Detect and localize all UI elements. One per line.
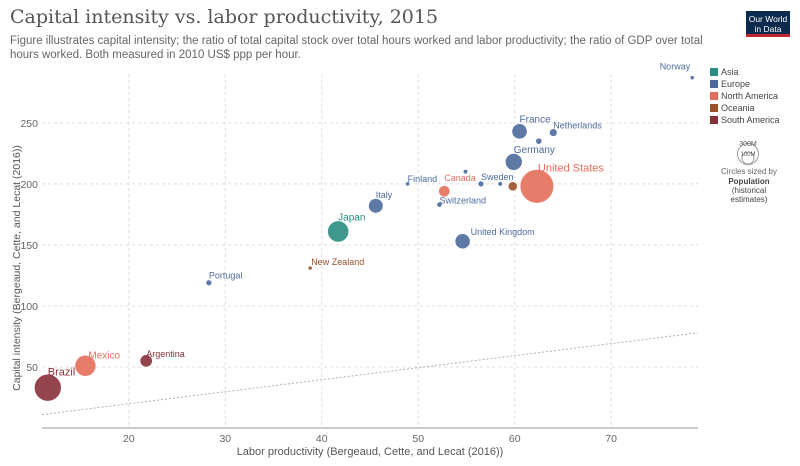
- data-points: [34, 75, 695, 402]
- x-tick-label: 60: [509, 433, 521, 445]
- point-label: Japan: [338, 212, 365, 223]
- logo-underline: [746, 34, 790, 37]
- data-point[interactable]: [689, 75, 695, 81]
- y-tick-label: 200: [20, 179, 38, 191]
- data-point[interactable]: [497, 181, 503, 187]
- data-point[interactable]: [405, 181, 411, 187]
- x-tick-label: 30: [219, 433, 231, 445]
- point-label: Mexico: [88, 351, 120, 362]
- size-legend-caption-1: Circles sized by: [721, 167, 777, 176]
- data-point[interactable]: [519, 169, 555, 204]
- size-legend-big-label: 300M: [739, 141, 757, 148]
- size-legend-circle-small: [741, 151, 755, 165]
- legend-label[interactable]: Europe: [721, 79, 750, 89]
- legend-label[interactable]: Oceania: [721, 103, 755, 113]
- data-point[interactable]: [511, 123, 528, 140]
- point-label: Sweden: [481, 172, 514, 182]
- owid-logo[interactable]: Our World in Data: [746, 11, 790, 37]
- logo-line-1: Our World: [748, 14, 788, 24]
- point-label: Finland: [408, 174, 438, 184]
- size-legend: 300M 100M Circles sized by Population (h…: [721, 141, 777, 204]
- point-label: United States: [538, 162, 605, 174]
- x-tick-label: 20: [123, 433, 135, 445]
- data-point[interactable]: [549, 128, 558, 137]
- size-legend-caption-2: Population: [728, 177, 769, 186]
- legend-label[interactable]: North America: [721, 91, 778, 101]
- point-label: Switzerland: [439, 196, 486, 206]
- point-label: Brazil: [48, 367, 76, 379]
- y-tick-label: 100: [20, 301, 38, 313]
- point-label: Norway: [660, 62, 691, 72]
- y-tick-label: 150: [20, 240, 38, 252]
- data-point[interactable]: [507, 181, 518, 192]
- grid-lines: [42, 74, 698, 429]
- y-axis-ticks: 50 100 150 200 250: [20, 118, 38, 374]
- data-point[interactable]: [74, 354, 97, 377]
- data-point[interactable]: [139, 354, 153, 368]
- x-tick-label: 70: [605, 433, 617, 445]
- chart-subtitle: Figure illustrates capital intensity; th…: [10, 35, 703, 61]
- legend-swatch[interactable]: [710, 92, 718, 100]
- data-point[interactable]: [462, 169, 469, 175]
- x-tick-label: 50: [412, 433, 424, 445]
- data-point[interactable]: [438, 185, 451, 198]
- point-label: France: [520, 114, 552, 125]
- point-label: Italy: [376, 190, 393, 200]
- data-point[interactable]: [436, 201, 443, 208]
- x-tick-label: 40: [316, 433, 328, 445]
- point-label: New Zealand: [311, 257, 364, 267]
- data-point[interactable]: [477, 180, 485, 188]
- point-label: United Kingdom: [471, 227, 535, 237]
- x-axis-ticks: 20 30 40 50 60 70: [123, 433, 617, 445]
- data-point[interactable]: [34, 373, 62, 402]
- point-label: Portugal: [209, 271, 243, 281]
- legend-swatch[interactable]: [710, 104, 718, 112]
- legend-label[interactable]: South America: [721, 115, 780, 125]
- data-point[interactable]: [205, 279, 213, 287]
- data-point[interactable]: [307, 265, 313, 271]
- point-label: Argentina: [146, 349, 185, 359]
- legend-swatch[interactable]: [710, 80, 718, 88]
- legend-swatch[interactable]: [710, 116, 718, 124]
- y-tick-label: 50: [26, 362, 38, 374]
- region-legend[interactable]: Asia Europe North America Oceania South Amer…: [710, 67, 780, 125]
- size-legend-small-label: 100M: [740, 152, 755, 158]
- data-point[interactable]: [327, 220, 350, 243]
- y-axis-label: Capital intensity (Bergeaud, Cette, and …: [11, 145, 23, 391]
- size-legend-circle-large: [737, 143, 759, 165]
- x-axis-label: Labor productivity (Bergeaud, Cette, and…: [237, 446, 504, 458]
- trend-line: [41, 332, 699, 416]
- legend-swatch[interactable]: [710, 68, 718, 76]
- chart-title: Capital intensity vs. labor productivity…: [10, 6, 439, 28]
- y-tick-label: 250: [20, 118, 38, 130]
- size-legend-caption-4: estimates): [731, 195, 768, 204]
- point-label: Canada: [444, 173, 476, 183]
- data-point[interactable]: [368, 198, 384, 214]
- data-point[interactable]: [504, 153, 523, 171]
- point-label: Netherlands: [553, 121, 602, 131]
- logo-line-2: in Data: [754, 24, 782, 34]
- data-point[interactable]: [454, 233, 471, 250]
- legend-label[interactable]: Asia: [721, 67, 739, 77]
- point-label: Germany: [514, 145, 555, 156]
- size-legend-caption-3: (historical: [732, 186, 766, 195]
- data-point[interactable]: [535, 137, 543, 145]
